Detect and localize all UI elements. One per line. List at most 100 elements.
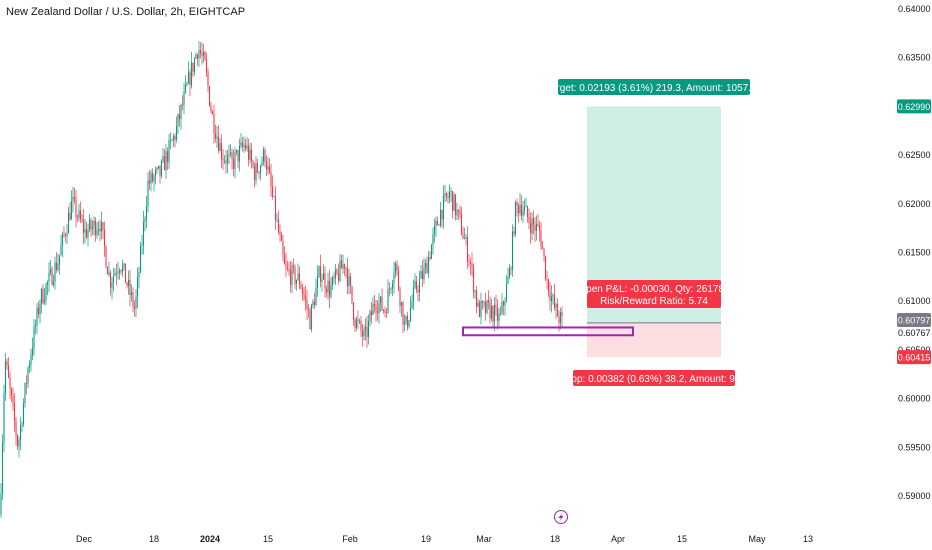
position-overlay[interactable]: Target: 0.02193 (3.61%) 219.3, Amount: 1… [462,79,763,386]
candle-body [256,163,259,172]
candle-body [144,218,146,223]
candle-body [64,234,67,236]
y-tick-label: 0.60500 [898,345,931,355]
candle-body [138,272,140,278]
candle-body [124,263,127,284]
candle-body [213,114,215,134]
candle-body [270,172,272,187]
candle-body [403,322,406,325]
candle-body [355,319,358,328]
candle-body [267,166,269,170]
y-tick-label: 0.60000 [898,394,931,404]
candle-body [226,155,229,164]
candle-body [399,289,401,306]
candle-body [286,267,289,269]
event-flash-icon[interactable] [554,510,568,524]
candle-body [105,246,107,268]
candle-body [16,435,19,447]
candle-body [546,278,548,280]
candle-body [261,162,263,166]
candle-body [19,425,22,441]
x-tick-label: May [748,534,766,544]
candle-body [469,262,472,264]
candle-body [471,263,473,267]
candle-body [31,348,34,355]
candle-body [40,288,43,304]
candle-body [234,152,236,169]
candle-body [417,289,419,293]
target-price-tag[interactable]: 0.62990 [898,102,931,112]
candle-body [288,268,290,271]
candle-body [493,304,496,322]
y-axis[interactable]: 0.640000.635000.630000.625000.620000.615… [897,4,931,501]
candle-body [202,52,205,56]
pnl-label[interactable]: Open P&L: -0.00030, Qty: 261780Risk/Rewa… [578,280,730,308]
candle-body [334,269,337,279]
candle-body [259,165,262,174]
stop-price-tag[interactable]: 0.60415 [898,353,931,363]
candle-body [333,277,335,279]
candle-body [561,312,563,317]
candle-body [79,210,82,220]
candle-body [163,156,166,171]
candle-body [160,161,163,176]
candle-body [208,86,211,106]
candle-body [63,233,65,235]
candle-body [484,301,487,313]
candle-body [85,229,88,238]
candle-body [438,224,440,226]
candle-body [364,327,367,330]
candle-body [132,292,134,307]
candle-body [436,220,439,225]
candle-body [219,143,221,151]
candle-body [271,186,274,197]
candle-body [237,150,239,162]
candle-body [207,72,209,87]
candle-body [516,201,518,206]
candle-body [198,50,200,59]
stop-price-tag-bg [897,350,931,365]
candle-body [0,494,2,515]
candle-body [150,172,152,184]
candle-body [183,91,185,106]
candle-body [363,329,365,337]
x-axis[interactable]: Dec 18 2024 15 Feb 19 Mar 18 Apr 15 May 13 [76,510,813,545]
target-label-bg [558,79,750,95]
candle-body [346,268,349,287]
candle-body [318,266,320,277]
support-zone-box[interactable] [462,326,634,337]
candle-body [57,263,59,271]
candle-body [453,194,455,211]
candle-body [367,320,370,337]
candle-body [70,200,73,220]
candle-body [22,403,25,425]
stop-zone[interactable] [587,322,721,358]
stop-label[interactable]: Stop: 0.00382 (0.63%) 38.2, Amount: 990 [562,370,746,386]
candle-body [6,361,8,366]
candle-body [382,309,385,311]
candle-body [186,83,188,85]
candle-body [120,270,122,272]
candle-body [468,261,470,263]
candle-body [76,217,79,218]
target-label[interactable]: Target: 0.02193 (3.61%) 219.3, Amount: 1… [546,79,763,95]
candle-body [523,207,526,212]
current-price-tag[interactable]: 0.60797 [898,315,931,325]
candle-body [153,176,155,182]
candle-body [145,206,148,219]
y-tick-label: 0.62000 [898,199,931,209]
candle-body [465,236,467,239]
candle-body [141,245,143,247]
candle-body [475,290,478,307]
candle-body [393,272,395,284]
candle-body [390,288,392,290]
candle-body [177,114,179,127]
candle-body [376,311,379,314]
candle-body [222,159,224,161]
x-tick-label: Dec [76,534,93,544]
candles-layer [0,40,563,518]
candle-body [510,268,512,270]
candle-body [196,54,199,59]
candle-body [115,273,118,274]
